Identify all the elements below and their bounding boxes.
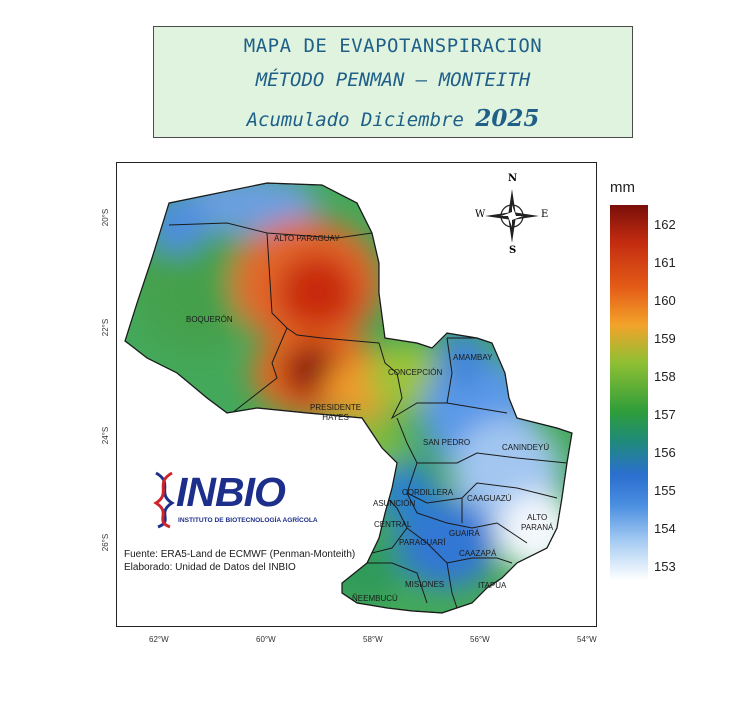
compass-s: S: [509, 245, 517, 256]
source-text: Fuente: ERA5-Land de ECMWF (Penman-Monte…: [124, 549, 356, 560]
dept-label-cordillera: CORDILLERA: [402, 488, 454, 497]
colorbar: [610, 205, 648, 580]
colorbar-tick: 160: [654, 293, 676, 308]
dept-label-itapua: ITAPÚA: [478, 581, 507, 590]
colorbar-tick: 156: [654, 445, 676, 460]
period-label: Acumulado Diciembre: [246, 109, 464, 131]
dept-label-amambay: AMAMBAY: [453, 353, 493, 362]
colorbar-tick: 161: [654, 255, 676, 270]
colorbar-tick: 154: [654, 521, 676, 536]
dept-label-neembucu: ÑEEMBUCÚ: [352, 594, 398, 603]
credits: Fuente: ERA5-Land de ECMWF (Penman-Monte…: [124, 548, 355, 574]
period-year: 2025: [475, 105, 540, 132]
dept-label-boqueron: BOQUERÓN: [186, 315, 233, 324]
lat-tick-24s: 24°S: [101, 426, 111, 445]
dna-helix-icon: [153, 471, 175, 529]
dept-label-misiones: MISIONES: [405, 580, 445, 589]
lat-tick-26s: 26°S: [101, 533, 111, 552]
lon-tick-62w: 62°W: [149, 635, 169, 644]
dept-label-alto-parana: ALTO PARANÁ: [521, 513, 554, 532]
lat-tick-20s: 20°S: [101, 208, 111, 227]
colorbar-tick: 162: [654, 217, 676, 232]
map-method: MÉTODO PENMAN – MONTEITH: [255, 69, 531, 91]
dept-label-asuncion: ASUNCIÓN: [373, 499, 416, 508]
dept-label-san-pedro: SAN PEDRO: [423, 438, 471, 447]
lon-tick-54w: 54°W: [577, 635, 597, 644]
dept-label-alto-paraguay: ALTO PARAGUAY: [274, 234, 340, 243]
lon-tick-58w: 58°W: [363, 635, 383, 644]
map-title: MAPA DE EVAPOTANSPIRACION: [243, 35, 543, 57]
colorbar-tick: 158: [654, 369, 676, 384]
colorbar-tick: 157: [654, 407, 676, 422]
dept-label-canindeyu: CANINDEYÚ: [502, 443, 550, 452]
colorbar-tick: 155: [654, 483, 676, 498]
dept-label-central: CENTRAL: [374, 520, 412, 529]
compass-w: W: [475, 209, 486, 220]
dept-label-caazapa: CAAZAPÁ: [459, 549, 497, 558]
colorbar-unit: mm: [610, 179, 635, 196]
lon-tick-56w: 56°W: [470, 635, 490, 644]
dept-label-paraguari: PARAGUARÍ: [399, 538, 446, 547]
author-text: Elaborado: Unidad de Datos del INBIO: [124, 562, 296, 573]
dept-label-guaira: GUAIRÁ: [449, 529, 480, 538]
inbio-logo: INBIO INSTITUTO DE BIOTECNOLOGÍA AGRÍCOL…: [152, 469, 318, 537]
compass-n: N: [508, 173, 518, 184]
map-panel: ALTO PARAGUAY BOQUERÓN PRESIDENTE HAYES …: [116, 162, 597, 627]
compass-e: E: [541, 209, 549, 220]
lat-tick-22s: 22°S: [101, 318, 111, 337]
dept-label-concepcion: CONCEPCIÓN: [388, 368, 443, 377]
map-period: Acumulado Diciembre 2025: [154, 105, 632, 132]
lon-tick-60w: 60°W: [256, 635, 276, 644]
dept-label-caaguazu: CAAGUAZÚ: [467, 494, 512, 503]
country-border: [124, 182, 573, 614]
title-box: MAPA DE EVAPOTANSPIRACION MÉTODO PENMAN …: [153, 26, 633, 138]
colorbar-tick: 159: [654, 331, 676, 346]
dept-label-presidente-hayes: PRESIDENTE HAYES: [310, 403, 362, 422]
paraguay-map: [124, 182, 573, 614]
colorbar-tick: 153: [654, 559, 676, 574]
compass-rose-icon: N S W E: [475, 173, 555, 257]
logo-subtitle: INSTITUTO DE BIOTECNOLOGÍA AGRÍCOLA: [178, 517, 318, 524]
logo-wordmark: INBIO: [176, 469, 286, 515]
